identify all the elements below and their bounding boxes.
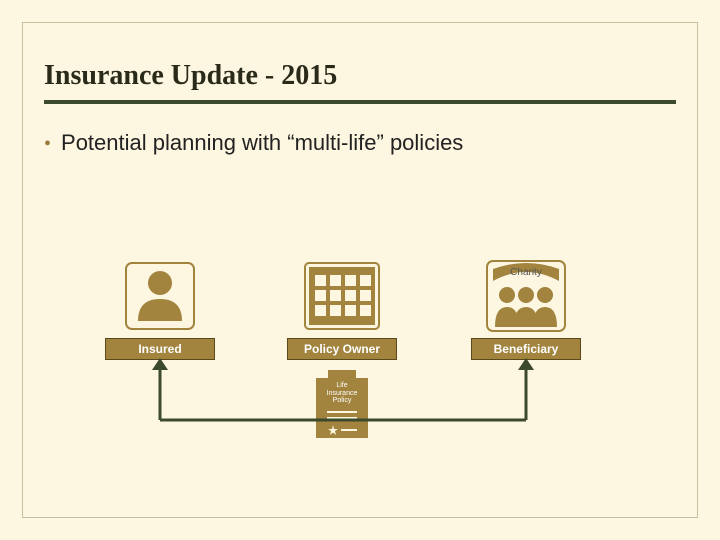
person-icon <box>115 256 205 336</box>
node-policy-owner-label: Policy Owner <box>287 338 397 360</box>
charity-group-icon: Charity <box>481 256 571 336</box>
building-icon <box>297 256 387 336</box>
node-beneficiary-label: Beneficiary <box>471 338 581 360</box>
bullet-text: Potential planning with “multi-life” pol… <box>61 130 463 156</box>
node-insured-label: Insured <box>105 338 215 360</box>
node-insured: Insured <box>100 256 220 360</box>
bullet-item: • Potential planning with “multi-life” p… <box>44 130 463 156</box>
node-policy-owner: Policy Owner <box>282 256 402 360</box>
title-underline <box>44 100 676 104</box>
page-title: Insurance Update - 2015 <box>44 60 337 92</box>
bullet-dot-icon: • <box>44 134 51 154</box>
node-beneficiary: Charity Beneficiary <box>466 256 586 360</box>
policy-card-icon: Life Insurance Policy <box>316 370 368 438</box>
charity-banner-text: Charity <box>510 267 542 278</box>
policy-card-text: Life Insurance Policy <box>327 382 358 405</box>
